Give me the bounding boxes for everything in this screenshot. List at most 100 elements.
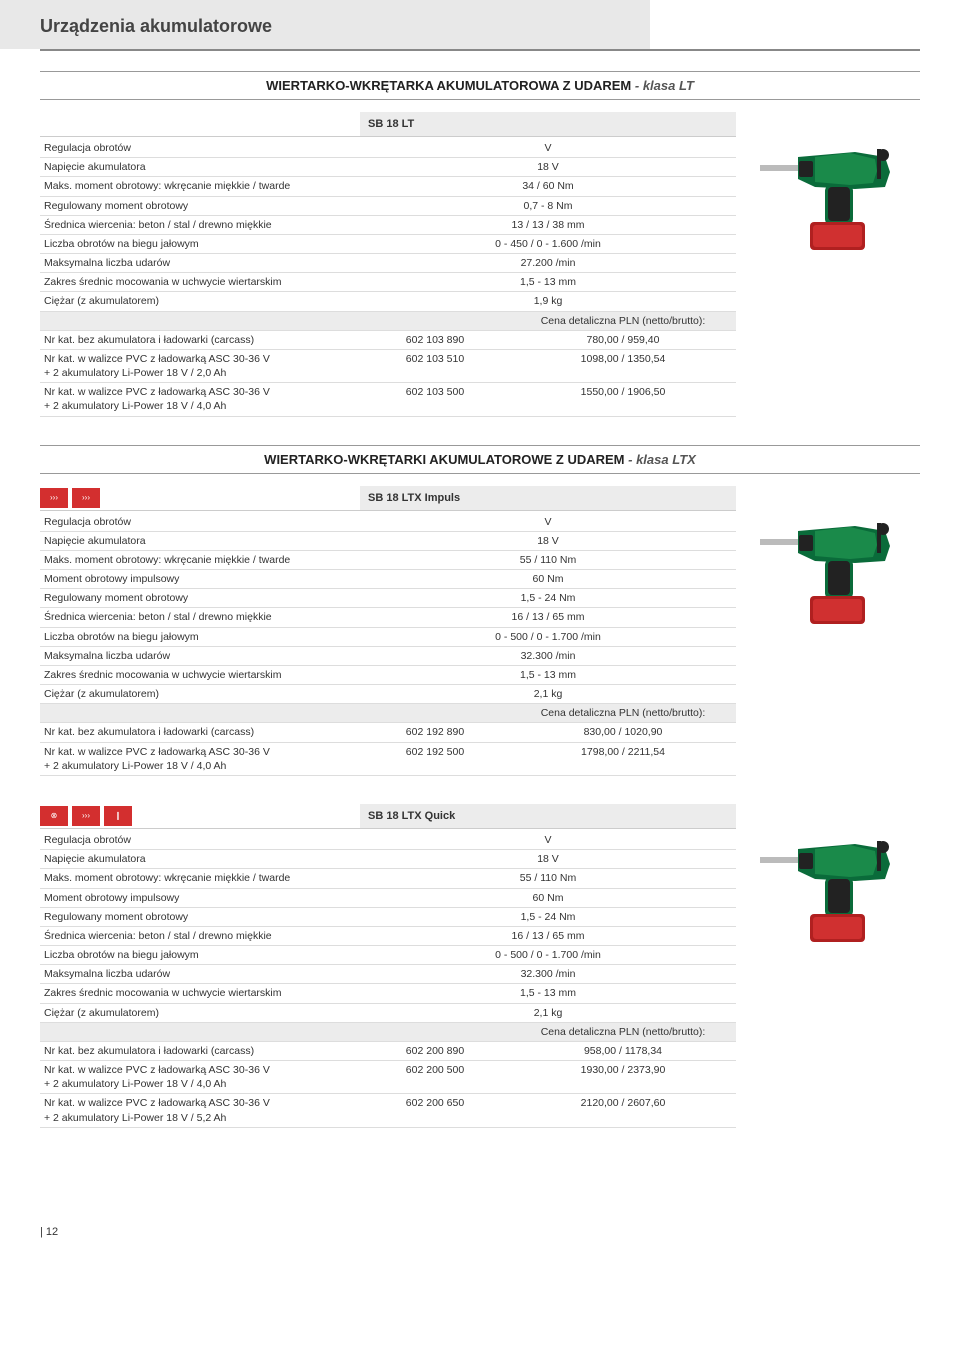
empty-cell (360, 704, 510, 723)
spec-value: 1,5 - 13 mm (360, 665, 736, 684)
model-header: SB 18 LT (40, 112, 736, 137)
model-name: SB 18 LTX Impuls (360, 486, 736, 510)
product-image-column (750, 486, 920, 636)
spec-row: Regulacja obrotówV (40, 139, 736, 158)
spec-value: 0 - 500 / 0 - 1.700 /min (360, 946, 736, 965)
spec-value: 1,5 - 13 mm (360, 984, 736, 1003)
price-table: Cena detaliczna PLN (netto/brutto):Nr ka… (40, 312, 736, 417)
empty-cell (40, 312, 360, 331)
spec-value: 16 / 13 / 65 mm (360, 926, 736, 945)
order-sku: 602 103 890 (360, 330, 510, 349)
price-header-label: Cena detaliczna PLN (netto/brutto): (510, 704, 736, 723)
feature-icon: ❙ (104, 806, 132, 826)
spec-row: Ciężar (z akumulatorem)2,1 kg (40, 685, 736, 704)
feature-icon: ››› (40, 488, 68, 508)
model-header: ››››››SB 18 LTX Impuls (40, 486, 736, 511)
spec-row: Zakres średnic mocowania w uchwycie wier… (40, 665, 736, 684)
spec-label: Liczba obrotów na biegu jałowym (40, 946, 360, 965)
spec-row: Ciężar (z akumulatorem)1,9 kg (40, 292, 736, 311)
section-title-italic: - klasa LT (631, 78, 694, 93)
spec-row: Napięcie akumulatora18 V (40, 531, 736, 550)
spec-label: Maks. moment obrotowy: wkręcanie miękkie… (40, 177, 360, 196)
order-sku: 602 200 500 (360, 1061, 510, 1094)
order-sku: 602 192 890 (360, 723, 510, 742)
spec-label: Zakres średnic mocowania w uchwycie wier… (40, 273, 360, 292)
order-price: 780,00 / 959,40 (510, 330, 736, 349)
spec-label: Średnica wiercenia: beton / stal / drewn… (40, 608, 360, 627)
spec-label: Liczba obrotów na biegu jałowym (40, 627, 360, 646)
spec-value: 2,1 kg (360, 1003, 736, 1022)
spec-value: 18 V (360, 531, 736, 550)
order-label: Nr kat. w walizce PVC z ładowarką ASC 30… (40, 1094, 360, 1127)
spec-label: Liczba obrotów na biegu jałowym (40, 234, 360, 253)
spec-label: Napięcie akumulatora (40, 158, 360, 177)
model-icons (40, 112, 360, 136)
order-row: Nr kat. bez akumulatora i ładowarki (car… (40, 723, 736, 742)
page-header: Urządzenia akumulatorowe (0, 0, 650, 49)
spec-value: 16 / 13 / 65 mm (360, 608, 736, 627)
spec-label: Maksymalna liczba udarów (40, 254, 360, 273)
spec-value: 2,1 kg (360, 685, 736, 704)
order-sku: 602 192 500 (360, 742, 510, 775)
order-row: Nr kat. bez akumulatora i ładowarki (car… (40, 330, 736, 349)
spec-value: 0,7 - 8 Nm (360, 196, 736, 215)
order-sku: 602 200 650 (360, 1094, 510, 1127)
price-table: Cena detaliczna PLN (netto/brutto):Nr ka… (40, 704, 736, 776)
spec-value: 1,5 - 24 Nm (360, 907, 736, 926)
spec-row: Maksymalna liczba udarów32.300 /min (40, 646, 736, 665)
order-price: 2120,00 / 2607,60 (510, 1094, 736, 1127)
spec-label: Maks. moment obrotowy: wkręcanie miękkie… (40, 550, 360, 569)
model-icons: ⊗›››❙ (40, 804, 360, 828)
order-row: Nr kat. w walizce PVC z ładowarką ASC 30… (40, 383, 736, 416)
order-row: Nr kat. w walizce PVC z ładowarką ASC 30… (40, 742, 736, 775)
spec-value: 55 / 110 Nm (360, 550, 736, 569)
spec-label: Ciężar (z akumulatorem) (40, 685, 360, 704)
spec-row: Maks. moment obrotowy: wkręcanie miękkie… (40, 869, 736, 888)
spec-row: Regulowany moment obrotowy1,5 - 24 Nm (40, 907, 736, 926)
order-label: Nr kat. w walizce PVC z ładowarką ASC 30… (40, 383, 360, 416)
product-block: ⊗›››❙SB 18 LTX QuickRegulacja obrotówVNa… (40, 804, 920, 1128)
order-sku: 602 103 510 (360, 349, 510, 382)
model-icons: ›››››› (40, 486, 360, 510)
spec-table: Regulacja obrotówVNapięcie akumulatora18… (40, 513, 736, 705)
spec-value: 32.300 /min (360, 965, 736, 984)
spec-value: 34 / 60 Nm (360, 177, 736, 196)
spec-label: Moment obrotowy impulsowy (40, 570, 360, 589)
section-title-bold: WIERTARKO-WKRĘTARKI AKUMULATOROWE Z UDAR… (264, 452, 624, 467)
spec-row: Regulowany moment obrotowy1,5 - 24 Nm (40, 589, 736, 608)
order-label: Nr kat. w walizce PVC z ładowarką ASC 30… (40, 1061, 360, 1094)
spec-label: Maksymalna liczba udarów (40, 965, 360, 984)
spec-value: 60 Nm (360, 570, 736, 589)
spec-value: 0 - 500 / 0 - 1.700 /min (360, 627, 736, 646)
spec-row: Maks. moment obrotowy: wkręcanie miękkie… (40, 177, 736, 196)
price-header-row: Cena detaliczna PLN (netto/brutto): (40, 1023, 736, 1042)
spec-row: Liczba obrotów na biegu jałowym0 - 450 /… (40, 234, 736, 253)
order-row: Nr kat. bez akumulatora i ładowarki (car… (40, 1041, 736, 1060)
spec-row: Maksymalna liczba udarów32.300 /min (40, 965, 736, 984)
price-header-row: Cena detaliczna PLN (netto/brutto): (40, 312, 736, 331)
spec-row: Regulacja obrotówV (40, 831, 736, 850)
spec-label: Moment obrotowy impulsowy (40, 888, 360, 907)
order-price: 1930,00 / 2373,90 (510, 1061, 736, 1094)
order-row: Nr kat. w walizce PVC z ładowarką ASC 30… (40, 349, 736, 382)
price-header-label: Cena detaliczna PLN (netto/brutto): (510, 1023, 736, 1042)
spec-value: 0 - 450 / 0 - 1.600 /min (360, 234, 736, 253)
order-label: Nr kat. bez akumulatora i ładowarki (car… (40, 1041, 360, 1060)
product-block: ››››››SB 18 LTX ImpulsRegulacja obrotówV… (40, 486, 920, 776)
order-price: 1550,00 / 1906,50 (510, 383, 736, 416)
spec-row: Liczba obrotów na biegu jałowym0 - 500 /… (40, 946, 736, 965)
spec-value: 60 Nm (360, 888, 736, 907)
spec-row: Średnica wiercenia: beton / stal / drewn… (40, 926, 736, 945)
model-name: SB 18 LT (360, 112, 736, 136)
order-sku: 602 200 890 (360, 1041, 510, 1060)
empty-cell (360, 312, 510, 331)
drill-image (755, 491, 915, 631)
spec-label: Średnica wiercenia: beton / stal / drewn… (40, 215, 360, 234)
product-image-column (750, 804, 920, 954)
spec-table: Regulacja obrotówVNapięcie akumulatora18… (40, 139, 736, 312)
header-underline (40, 49, 920, 51)
spec-value: 32.300 /min (360, 646, 736, 665)
spec-label: Ciężar (z akumulatorem) (40, 1003, 360, 1022)
spec-value: 27.200 /min (360, 254, 736, 273)
table-column: ››››››SB 18 LTX ImpulsRegulacja obrotówV… (40, 486, 736, 776)
